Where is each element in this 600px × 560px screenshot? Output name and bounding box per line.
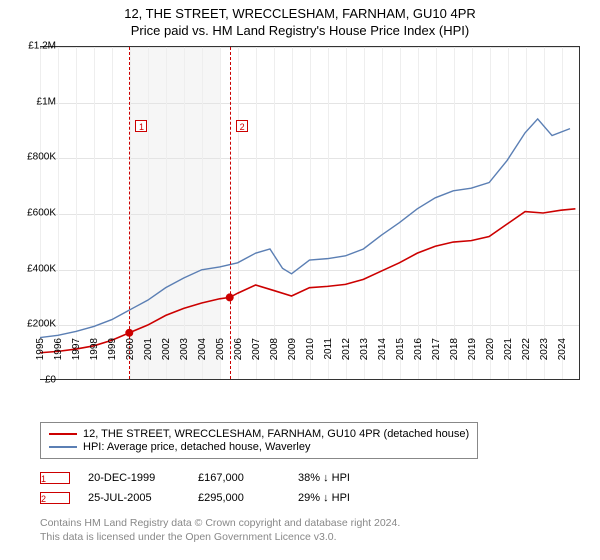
chart-plot-area: 12: [40, 46, 580, 380]
x-axis-label: 2024: [557, 338, 568, 360]
legend-box: 12, THE STREET, WRECCLESHAM, FARNHAM, GU…: [40, 422, 478, 459]
title-sub: Price paid vs. HM Land Registry's House …: [0, 23, 600, 38]
tx-delta: 38% ↓ HPI: [298, 472, 378, 484]
x-axis-label: 2013: [359, 338, 370, 360]
x-axis-label: 2001: [143, 338, 154, 360]
legend-label: HPI: Average price, detached house, Wave…: [83, 441, 310, 453]
tx-price: £167,000: [198, 472, 298, 484]
footer-attribution: Contains HM Land Registry data © Crown c…: [40, 516, 400, 544]
x-axis-label: 1995: [35, 338, 46, 360]
x-axis-label: 2002: [161, 338, 172, 360]
footer-line: This data is licensed under the Open Gov…: [40, 530, 400, 544]
y-axis-label: £200K: [27, 319, 56, 330]
tx-date: 25-JUL-2005: [88, 492, 198, 504]
x-axis-label: 2023: [539, 338, 550, 360]
chart-titles: 12, THE STREET, WRECCLESHAM, FARNHAM, GU…: [0, 0, 600, 38]
tx-delta: 29% ↓ HPI: [298, 492, 378, 504]
x-axis-label: 2020: [485, 338, 496, 360]
x-axis-label: 2012: [341, 338, 352, 360]
legend-label: 12, THE STREET, WRECCLESHAM, FARNHAM, GU…: [83, 428, 469, 440]
table-row: 2 25-JUL-2005 £295,000 29% ↓ HPI: [40, 488, 378, 508]
event-line: [129, 47, 130, 379]
y-axis-label: £400K: [27, 263, 56, 274]
transaction-table: 1 20-DEC-1999 £167,000 38% ↓ HPI 2 25-JU…: [40, 468, 378, 508]
x-axis-label: 2004: [197, 338, 208, 360]
y-axis-label: £1.2M: [28, 41, 56, 52]
x-axis-label: 2008: [269, 338, 280, 360]
y-axis-label: £0: [45, 375, 56, 386]
x-axis-label: 2015: [395, 338, 406, 360]
legend-row: HPI: Average price, detached house, Wave…: [49, 441, 469, 453]
x-axis-label: 2022: [521, 338, 532, 360]
series-line-hpi: [40, 119, 570, 338]
event-marker: 1: [135, 120, 147, 132]
x-axis-label: 2019: [467, 338, 478, 360]
x-axis-label: 2003: [179, 338, 190, 360]
y-axis-label: £1M: [37, 96, 56, 107]
tx-price: £295,000: [198, 492, 298, 504]
x-axis-label: 2017: [431, 338, 442, 360]
chart-svg: [40, 47, 579, 379]
x-axis-label: 2005: [215, 338, 226, 360]
legend-swatch-property: [49, 433, 77, 435]
x-axis-label: 1997: [71, 338, 82, 360]
x-axis-label: 2009: [287, 338, 298, 360]
tx-marker: 1: [40, 472, 70, 484]
x-axis-label: 2010: [305, 338, 316, 360]
series-line-property: [40, 209, 575, 353]
event-line: [230, 47, 231, 379]
footer-line: Contains HM Land Registry data © Crown c…: [40, 516, 400, 530]
x-axis-label: 2014: [377, 338, 388, 360]
y-axis-label: £600K: [27, 208, 56, 219]
x-axis-label: 1999: [107, 338, 118, 360]
title-main: 12, THE STREET, WRECCLESHAM, FARNHAM, GU…: [0, 6, 600, 21]
x-axis-label: 2018: [449, 338, 460, 360]
x-axis-label: 2016: [413, 338, 424, 360]
x-axis-label: 2007: [251, 338, 262, 360]
y-axis-label: £800K: [27, 152, 56, 163]
table-row: 1 20-DEC-1999 £167,000 38% ↓ HPI: [40, 468, 378, 488]
event-marker: 2: [236, 120, 248, 132]
legend-row: 12, THE STREET, WRECCLESHAM, FARNHAM, GU…: [49, 428, 469, 440]
x-axis-label: 1996: [53, 338, 64, 360]
tx-date: 20-DEC-1999: [88, 472, 198, 484]
x-axis-label: 2006: [233, 338, 244, 360]
x-axis-label: 1998: [89, 338, 100, 360]
x-axis-label: 2000: [125, 338, 136, 360]
legend-swatch-hpi: [49, 446, 77, 448]
tx-marker: 2: [40, 492, 70, 504]
x-axis-label: 2011: [323, 338, 334, 360]
x-axis-label: 2021: [503, 338, 514, 360]
